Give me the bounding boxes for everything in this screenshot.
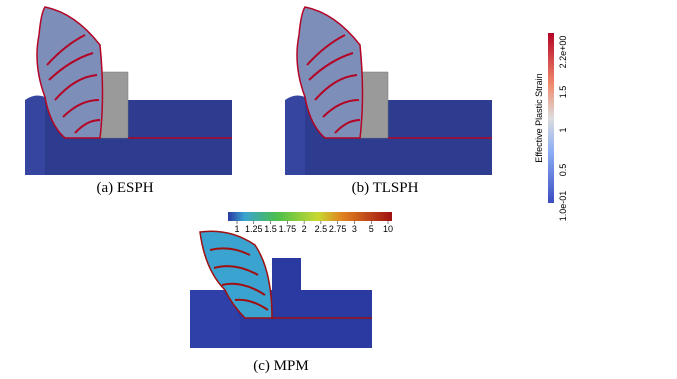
esph-image [24,6,233,176]
colorbar-tick: 1.0e-01 [558,191,568,222]
colorbar-tick: 1.25 [245,224,263,234]
colorbar-tick: 2.5 [315,224,328,234]
colorbar-tick: 1.75 [279,224,297,234]
colorbar-tick: 1.5 [558,86,568,99]
caption: (b) TLSPH [352,180,419,196]
colorbar-tick: 3 [352,224,357,234]
colorbar-tick: 0.5 [558,164,568,177]
colorbar-label: Effective Plastic Strain [534,73,544,162]
colorbar-tick: 2.2e+00 [558,36,568,69]
colorbar [228,212,392,221]
caption: (a) ESPH [96,180,153,196]
caption: (c) MPM [253,358,308,374]
colorbar [548,33,554,203]
colorbar-tick: 5 [369,224,374,234]
colorbar-tick: 1.5 [264,224,277,234]
colorbar-tick: 2 [302,224,307,234]
colorbar-tick: 2.75 [329,224,347,234]
colorbar-tick: 10 [383,224,393,234]
colorbar-tick: 1 [558,127,568,132]
mpm-image [190,230,372,348]
tlsph-image [284,6,493,176]
colorbar-tick: 1 [234,224,239,234]
